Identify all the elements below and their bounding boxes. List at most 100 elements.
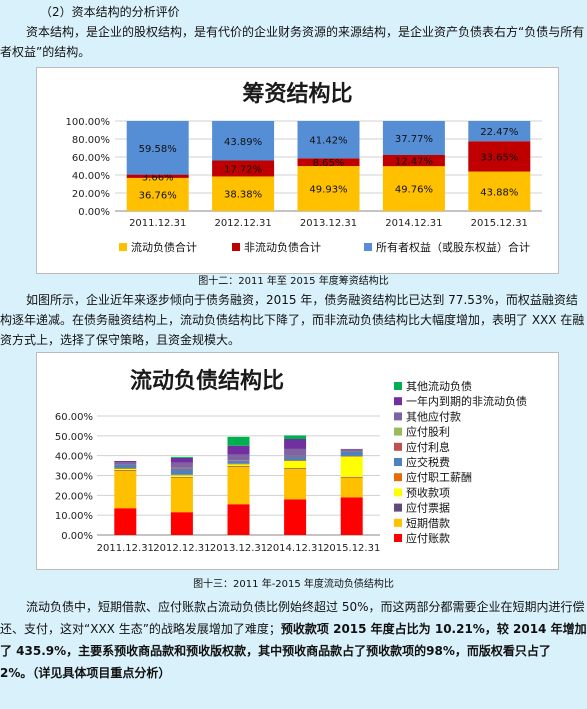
legend-swatch	[394, 382, 402, 390]
bar-segment	[284, 448, 307, 456]
data-label: 41.42%	[309, 136, 347, 147]
bar-segment	[170, 474, 193, 476]
bar-segment	[227, 504, 250, 535]
legend-label: 应付票据	[406, 501, 450, 515]
legend-swatch	[394, 427, 402, 436]
legend-swatch	[394, 397, 402, 406]
bar-segment	[340, 456, 363, 477]
y-tick-label: 30.00%	[55, 472, 93, 483]
data-label: 33.65%	[480, 152, 518, 163]
paragraph-bold-text: 预收款项 2015 年度占比为 10.21%，较 2014 年增加了 435.9…	[0, 622, 587, 680]
legend-label: 短期借款	[406, 516, 450, 530]
y-tick-label: 20.00%	[55, 491, 93, 502]
data-label: 22.47%	[480, 127, 518, 138]
bar-segment	[284, 460, 307, 462]
bar-segment	[114, 461, 137, 463]
bar-segment	[170, 467, 193, 469]
bar-segment	[114, 508, 137, 535]
bar-segment	[212, 121, 275, 161]
legend-swatch	[394, 488, 402, 497]
bar-segment	[170, 475, 193, 477]
bar-segment	[126, 174, 189, 178]
data-label: 43.89%	[224, 137, 262, 148]
y-tick-label: 0.00%	[61, 531, 93, 542]
legend-swatch	[394, 518, 402, 527]
bar-segment	[297, 158, 360, 167]
section-heading: （2）资本结构的分析评价	[40, 5, 180, 19]
bar-segment	[114, 464, 137, 469]
data-label: 37.77%	[395, 134, 433, 145]
bar-segment	[340, 456, 363, 457]
paragraph-normal-text: 流动负债中，短期借款、应付账款占流动负债比例始终超过 50%，而这两部分都需要企…	[0, 600, 585, 636]
bar-segment	[227, 466, 250, 505]
y-tick-label: 40.00%	[72, 171, 110, 182]
chart-title: 流动负债结构比	[129, 369, 284, 394]
data-label: 43.88%	[480, 187, 518, 198]
legend-label: 所有者权益（或股东权益）合计	[376, 240, 530, 254]
legend-label: 一年内到期的非流动负债	[406, 394, 527, 408]
y-tick-label: 20.00%	[72, 189, 110, 200]
bar-segment	[170, 512, 193, 535]
legend-label: 非流动负债合计	[244, 240, 321, 254]
bar-segment	[114, 468, 137, 470]
legend-label: 应付职工薪酬	[406, 470, 472, 484]
bar-segment	[227, 460, 250, 461]
legend-swatch	[364, 243, 372, 251]
financing-structure-chart: 筹资结构比 0.00% 20.00% 40.00% 60.00% 80.00% 100.0…	[36, 67, 559, 274]
x-tick-label: 2015.12.31	[323, 543, 380, 554]
legend-label: 预收款项	[406, 485, 450, 499]
x-tick-label: 2012.12.31	[153, 543, 210, 554]
bar-segment	[340, 476, 363, 478]
data-label: 59.58%	[139, 144, 177, 155]
y-tick-label: 10.00%	[55, 511, 93, 522]
paragraph-financing-analysis: 如图所示，企业近年来逐步倾向于债务融资，2015 年，债务融资结构比已达到 77…	[0, 293, 585, 347]
bar-segment	[340, 497, 363, 535]
x-tick-label: 2011.12.31	[129, 218, 186, 229]
data-label: 12.47%	[395, 157, 433, 168]
bar-segment	[468, 121, 531, 142]
bar-segment	[114, 468, 137, 469]
bar-segment	[340, 477, 363, 498]
data-label: 3.66%	[142, 172, 174, 183]
bar-segment	[170, 462, 193, 468]
legend-swatch	[394, 458, 402, 466]
bar-segment	[227, 436, 250, 446]
bar-segment	[170, 456, 193, 458]
data-label: 49.76%	[395, 185, 433, 196]
bar-segment	[284, 461, 307, 468]
legend-label: 其他应付款	[406, 409, 461, 423]
data-label: 17.72%	[224, 164, 262, 175]
bar-segment	[297, 121, 360, 159]
bar-segment	[114, 462, 137, 464]
bar-segment	[284, 435, 307, 440]
legend-swatch	[394, 534, 402, 542]
bar-segment	[284, 467, 307, 469]
legend-swatch	[394, 412, 402, 421]
y-tick-label: 60.00%	[55, 412, 93, 423]
y-tick-label: 60.00%	[72, 153, 110, 164]
bar-segment	[114, 470, 137, 509]
legend-label: 应付账款	[406, 531, 450, 545]
bar-segment	[227, 445, 250, 455]
bar-segment	[170, 477, 193, 513]
legend-label: 应付利息	[406, 440, 450, 454]
x-tick-label: 2014.12.31	[266, 543, 323, 554]
bar-segment	[382, 121, 445, 155]
bar-segment	[284, 439, 307, 449]
y-tick-label: 40.00%	[55, 452, 93, 463]
bar-segment	[340, 451, 363, 457]
bar-segment	[227, 464, 250, 466]
current-liabilities-plot: 0.00% 10.00% 20.00% 30.00% 40.00% 50.00% 60.00…	[55, 379, 527, 554]
legend-swatch	[394, 473, 402, 482]
bar-segment	[212, 176, 275, 211]
bar-segment	[297, 166, 360, 211]
bar-segment	[382, 154, 445, 167]
bar-segment	[227, 465, 250, 467]
paragraph-current-liabilities: 流动负债中，短期借款、应付账款占流动负债比例始终超过 50%，而这两部分都需要企…	[0, 596, 587, 684]
legend-label: 其他流动负债	[406, 379, 472, 393]
chart-title: 筹资结构比	[242, 82, 353, 107]
bar-segment	[340, 450, 363, 452]
y-tick-label: 80.00%	[72, 135, 110, 146]
bar-segment	[468, 171, 531, 211]
bar-segment	[126, 121, 189, 175]
